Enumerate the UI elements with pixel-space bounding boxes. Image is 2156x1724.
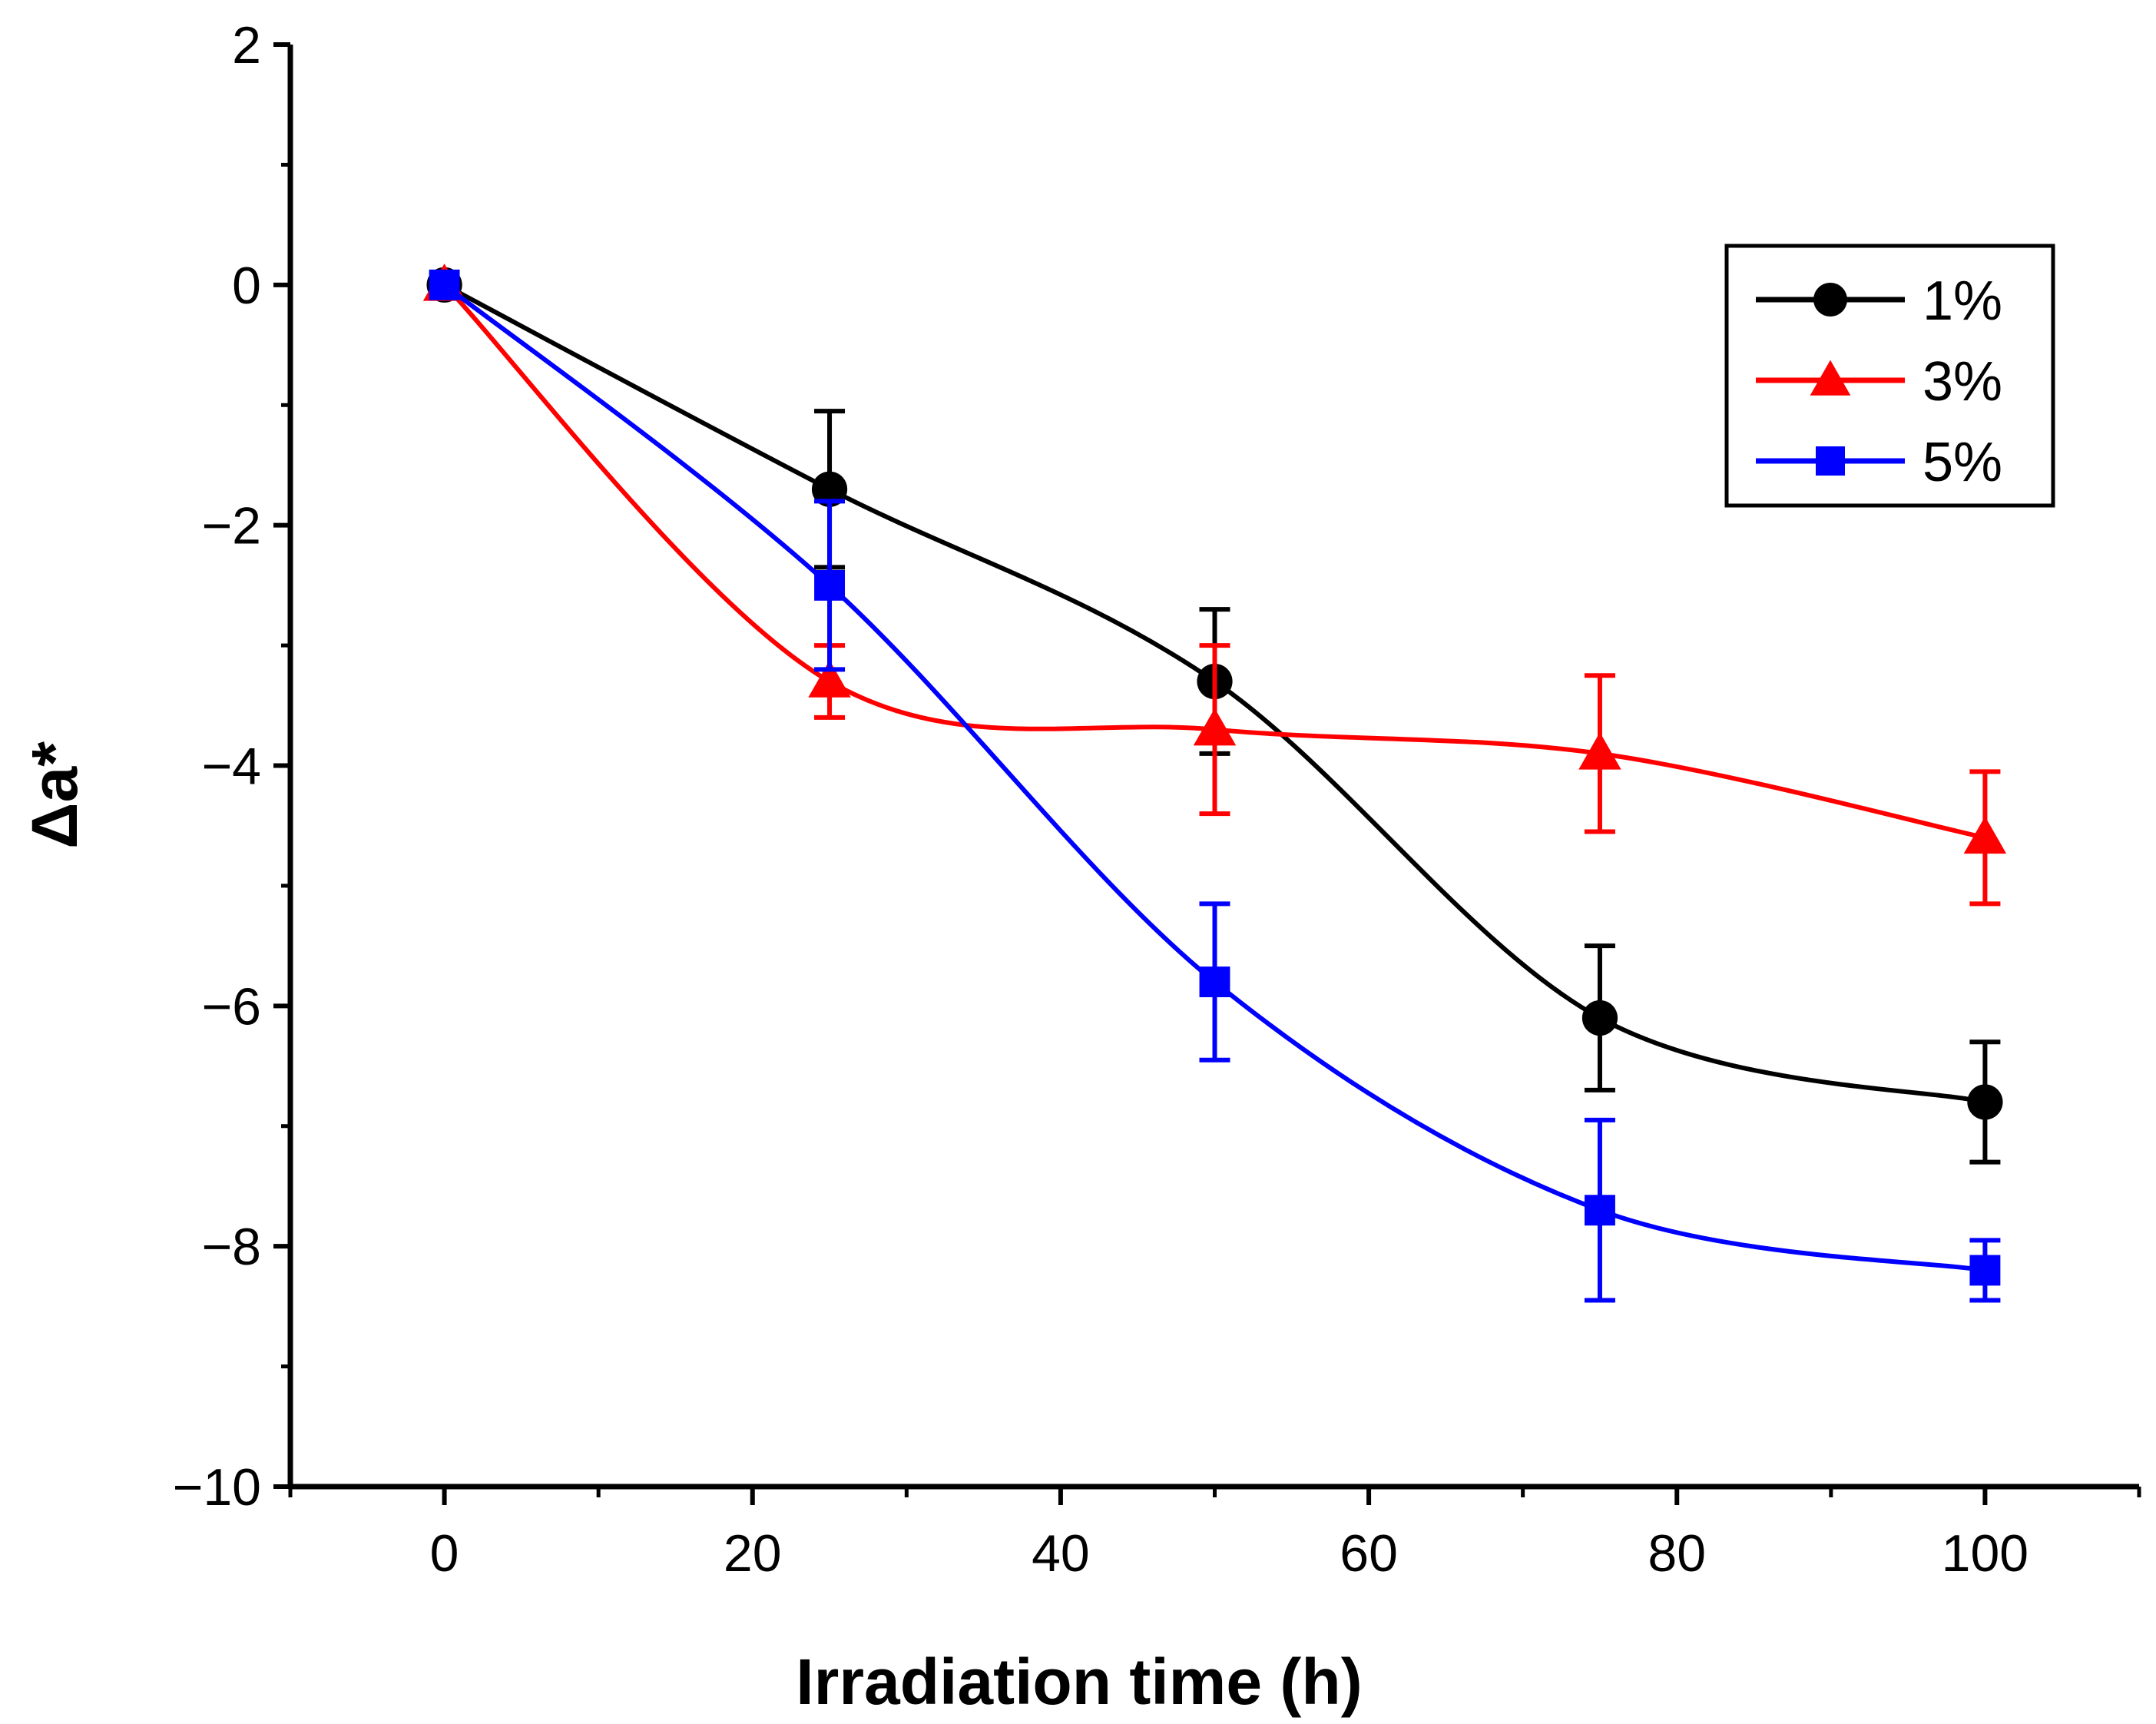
data-point (814, 569, 845, 601)
legend-label: 1% (1923, 270, 2002, 332)
legend-label: 5% (1923, 432, 2002, 493)
data-point (808, 660, 851, 698)
x-tick-label: 40 (1032, 1524, 1090, 1583)
legend-item: 3% (1756, 351, 2002, 413)
data-point (1578, 732, 1621, 770)
data-point (811, 471, 848, 507)
data-point (429, 269, 460, 300)
x-tick-label: 60 (1340, 1524, 1398, 1583)
y-tick-label: −8 (201, 1218, 261, 1276)
legend-marker (1816, 446, 1845, 476)
data-point (1969, 1255, 2001, 1286)
legend-item: 1% (1756, 270, 2002, 332)
legend-item: 5% (1756, 432, 2002, 493)
y-tick-label: −6 (201, 977, 261, 1036)
legend-marker (1810, 360, 1851, 396)
legend-label: 3% (1923, 351, 2002, 413)
y-tick-label: −4 (201, 738, 261, 796)
x-tick-label: 0 (430, 1524, 459, 1583)
legend-box (1724, 244, 2055, 508)
axes: 20−2−4−6−8−100 20 40 60 80 100 (173, 16, 2141, 1583)
x-tick-label: 80 (1648, 1524, 1706, 1583)
series-line (442, 283, 1986, 840)
data-point (1581, 1000, 1618, 1036)
series-layer (422, 264, 2007, 1303)
legend-marker (1813, 283, 1847, 317)
y-tick-label: −2 (201, 497, 261, 555)
x-tick-label: 20 (724, 1524, 782, 1583)
data-point (1199, 966, 1230, 997)
y-tick-label: 0 (232, 257, 261, 315)
x-tick-label: 100 (1942, 1524, 2028, 1583)
y-tick-label: −10 (173, 1458, 261, 1517)
series-3pct (422, 264, 2007, 907)
series-5pct (429, 269, 2001, 1303)
y-axis-title: Δa* (18, 741, 91, 849)
x-axis-title: Irradiation time (h) (796, 1646, 1362, 1718)
data-point (1585, 1195, 1615, 1226)
data-point (1967, 1084, 2003, 1120)
legend: 1% 3% 5% (1724, 244, 2055, 508)
y-tick-label: 2 (232, 16, 261, 75)
data-point (1963, 816, 2007, 854)
series-line (442, 283, 1985, 1273)
data-point (1193, 708, 1237, 746)
